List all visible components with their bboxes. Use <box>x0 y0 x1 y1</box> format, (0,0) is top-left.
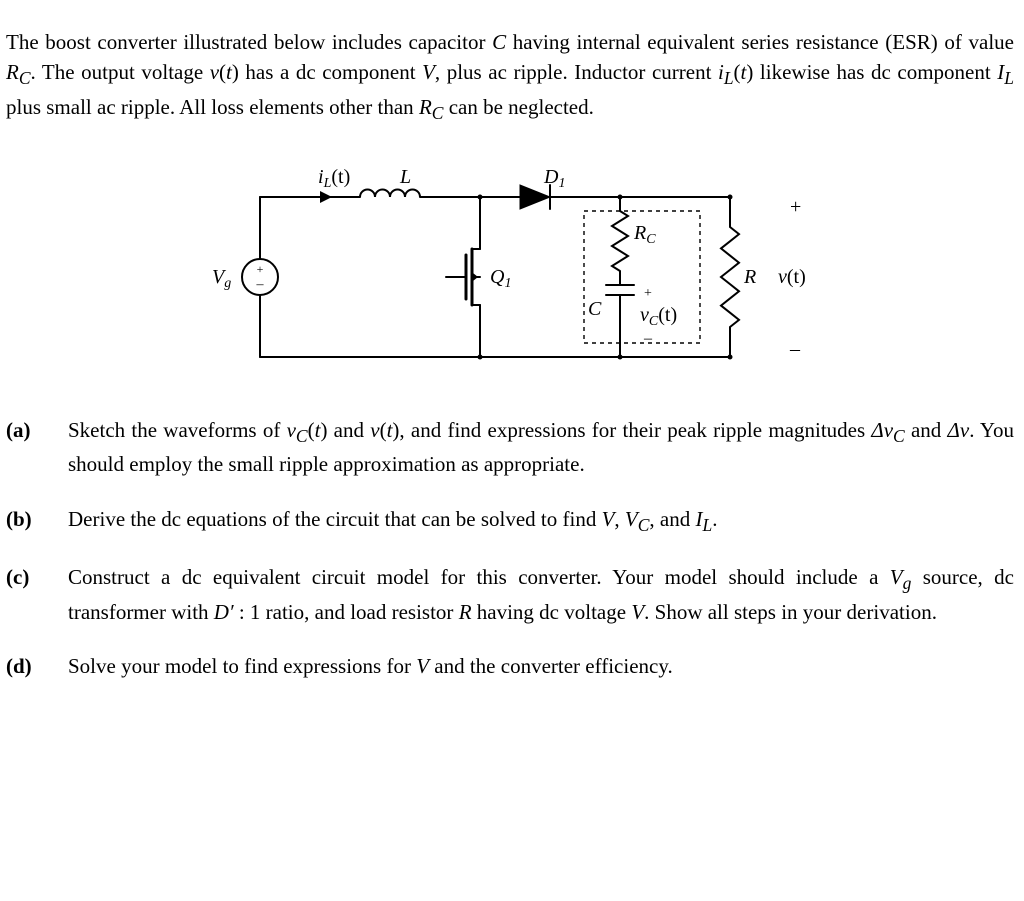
circuit-svg: +–VgiL(t)LD1Q1RCC+vC(t)–R+v(t)– <box>190 157 830 387</box>
svg-text:+: + <box>257 262 264 276</box>
question-text: Solve your model to find expressions for… <box>68 651 1014 681</box>
question-text: Sketch the waveforms of vC(t) and v(t), … <box>68 415 1014 480</box>
svg-text:v(t): v(t) <box>778 266 806 288</box>
svg-text:–: – <box>789 338 801 360</box>
question-text: Construct a dc equivalent circuit model … <box>68 562 1014 627</box>
question-text: Derive the dc equations of the circuit t… <box>68 504 1014 539</box>
svg-text:–: – <box>256 277 265 292</box>
circuit-figure: +–VgiL(t)LD1Q1RCC+vC(t)–R+v(t)– <box>6 157 1014 387</box>
question-list: (a)Sketch the waveforms of vC(t) and v(t… <box>6 415 1014 682</box>
svg-text:+: + <box>644 286 652 301</box>
svg-text:iL(t): iL(t) <box>318 166 350 191</box>
svg-text:Vg: Vg <box>212 266 231 291</box>
svg-text:C: C <box>588 298 602 320</box>
svg-text:Q1: Q1 <box>490 266 511 291</box>
question-label: (d) <box>6 651 68 681</box>
svg-text:RC: RC <box>633 222 656 247</box>
intro-paragraph: The boost converter illustrated below in… <box>6 27 1014 127</box>
svg-text:vC(t): vC(t) <box>640 304 677 329</box>
question-label: (b) <box>6 504 68 539</box>
svg-text:L: L <box>399 166 411 188</box>
svg-text:–: – <box>643 330 653 347</box>
svg-text:D1: D1 <box>543 166 565 191</box>
question-label: (a) <box>6 415 68 480</box>
svg-text:+: + <box>790 196 801 218</box>
svg-text:R: R <box>743 266 756 288</box>
question-label: (c) <box>6 562 68 627</box>
